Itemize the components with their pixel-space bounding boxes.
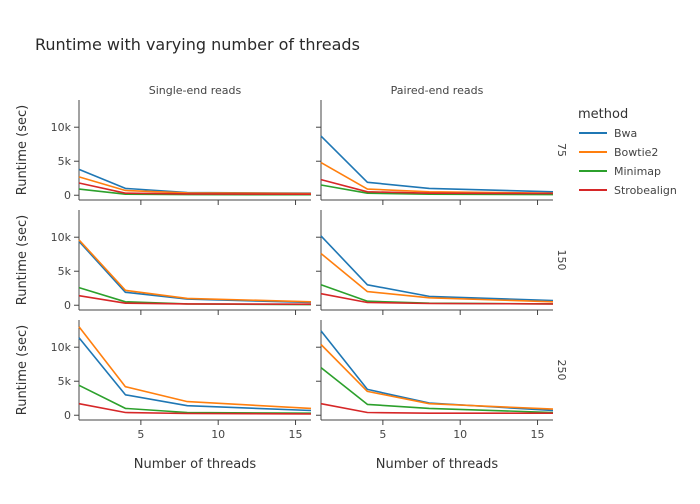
series-line-strobealign — [320, 402, 553, 415]
series-line-strobealign — [320, 178, 554, 195]
row-facet-title: 150 — [555, 250, 568, 271]
row-facet-title: 75 — [555, 143, 568, 157]
series-line-bowtie2 — [78, 326, 312, 410]
series-line-bowtie2 — [320, 252, 554, 303]
chart-title: Runtime with varying number of threads — [35, 35, 360, 54]
x-tick-label: 5 — [137, 428, 144, 441]
series-line-bwa — [78, 240, 312, 304]
legend-label: Bwa — [614, 127, 637, 140]
x-axis-title: Number of threads — [376, 457, 499, 472]
legend-label: Bowtie2 — [614, 146, 658, 159]
legend-label: Strobealign — [614, 184, 677, 197]
y-tick-label: 0 — [64, 299, 71, 312]
series-line-bowtie2 — [78, 239, 312, 303]
series-line-bowtie2 — [320, 343, 554, 410]
series-line-bwa — [78, 168, 312, 194]
y-axis-title: Runtime (sec) — [15, 215, 30, 306]
y-tick-label: 10k — [51, 231, 72, 244]
x-tick-label: 15 — [289, 428, 303, 441]
row-facet-title: 250 — [555, 360, 568, 381]
panels-layer: Single-end reads Paired-end reads75150250… — [15, 84, 568, 472]
y-axis-title: Runtime (sec) — [15, 105, 30, 196]
y-tick-label: 0 — [64, 409, 71, 422]
y-tick-label: 10k — [51, 341, 72, 354]
series-line-bowtie2 — [78, 176, 312, 195]
series-line-minimap — [320, 184, 554, 196]
series-line-bwa — [320, 135, 554, 193]
x-axis-title: Number of threads — [134, 457, 257, 472]
legend-label: Minimap — [614, 165, 661, 178]
y-tick-label: 10k — [51, 121, 72, 134]
series-line-minimap — [78, 384, 312, 414]
series-line-strobealign — [78, 294, 312, 306]
y-tick-label: 5k — [58, 375, 72, 388]
y-axis-title: Runtime (sec) — [15, 325, 30, 416]
series-line-bwa — [320, 235, 554, 302]
legend-title: method — [578, 107, 628, 122]
series-line-strobealign — [320, 292, 554, 305]
col-facet-title: Single-end reads — [149, 84, 242, 97]
y-tick-label: 0 — [64, 189, 71, 202]
y-tick-label: 5k — [58, 155, 72, 168]
y-tick-label: 5k — [58, 265, 72, 278]
series-line-strobealign — [78, 402, 312, 415]
series-line-strobealign — [78, 182, 312, 195]
x-tick-label: 15 — [531, 428, 545, 441]
x-tick-label: 5 — [379, 428, 386, 441]
col-facet-title: Paired-end reads — [391, 84, 484, 97]
series-line-bowtie2 — [320, 161, 554, 194]
x-tick-label: 10 — [453, 428, 467, 441]
series-line-bwa — [320, 330, 554, 412]
x-tick-label: 10 — [211, 428, 225, 441]
legend: method Bwa Bowtie2 Minimap Strobealign — [578, 107, 677, 197]
series-line-bwa — [78, 337, 312, 412]
series-line-minimap — [320, 366, 554, 414]
